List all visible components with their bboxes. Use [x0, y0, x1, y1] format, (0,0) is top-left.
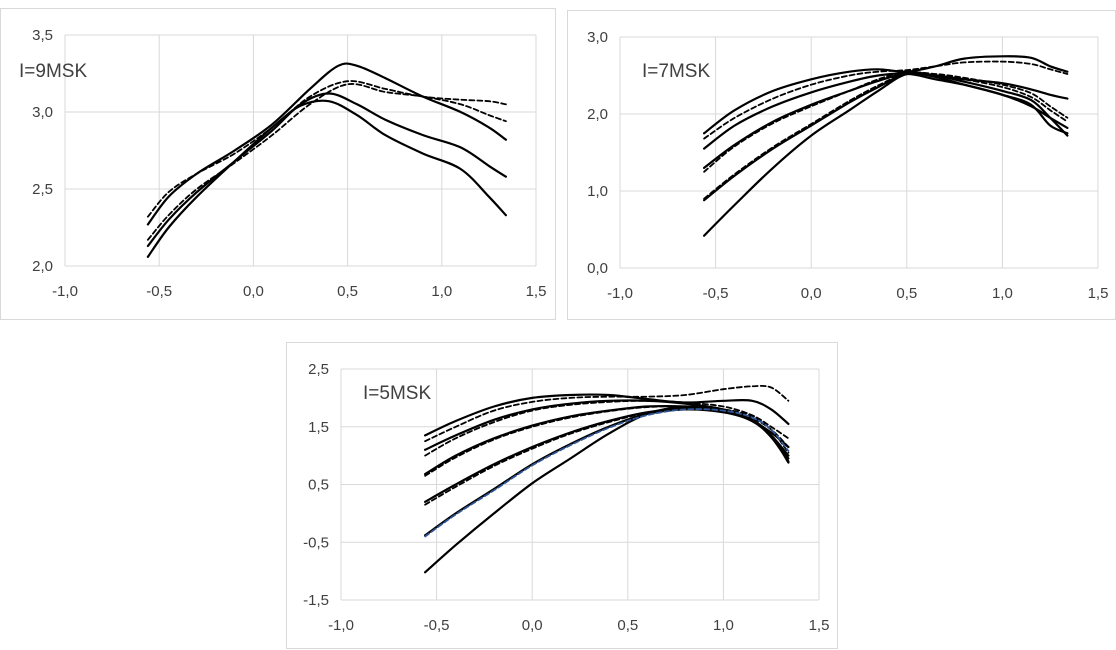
x-tick-label: 0,0	[801, 285, 822, 302]
x-tick-label: 1,5	[526, 283, 547, 300]
x-tick-label: 1,5	[1088, 285, 1109, 302]
series-line	[424, 399, 790, 457]
chart-i7: -1,0 -0,5 0,0 0,5 1,0 1,5 0,0 1,0 2,0 3,0 I=7MSK	[587, 29, 1109, 302]
x-tick-label: -1,0	[328, 617, 354, 634]
series-line	[147, 80, 507, 218]
chart-title: I=5MSK	[363, 383, 431, 404]
chart-panel-i9: -1,0 -0,5 0,0 0,5 1,0 1,5 2,0 2,5 3,0 3,5 I=9MSK	[0, 8, 556, 320]
chart-title: I=9MSK	[19, 61, 87, 82]
x-tick-label: -1,0	[52, 283, 78, 300]
series-line	[146, 92, 507, 248]
series-line	[703, 70, 1069, 173]
x-tick-label: 0,5	[617, 617, 638, 634]
series-line	[703, 72, 1069, 237]
series-line	[424, 407, 790, 506]
y-tick-label: 2,0	[587, 106, 608, 123]
y-tick-label: 0,0	[587, 260, 608, 277]
chart-i9: -1,0 -0,5 0,0 0,5 1,0 1,5 2,0 2,5 3,0 3,5 I=9MSK	[19, 27, 547, 300]
y-tick-label: 3,0	[32, 104, 53, 121]
y-tick-label: 1,0	[587, 183, 608, 200]
series-line	[703, 71, 1069, 200]
x-tick-label: 0,5	[896, 285, 917, 302]
x-tick-label: -0,5	[146, 283, 172, 300]
y-tick-label: 3,5	[32, 27, 53, 44]
series-line	[424, 399, 790, 451]
y-tick-label: 1,5	[308, 419, 329, 436]
y-tick-label: -1,5	[303, 592, 329, 609]
y-tick-label: -0,5	[303, 534, 329, 551]
x-tick-label: 0,0	[522, 617, 543, 634]
series-line	[146, 99, 507, 258]
x-tick-label: 0,5	[337, 283, 358, 300]
x-tick-label: 1,0	[992, 285, 1013, 302]
x-tick-label: -1,0	[607, 285, 633, 302]
y-tick-label: 2,0	[32, 258, 53, 275]
chart-title: I=7MSK	[642, 61, 710, 82]
y-tick-label: 0,5	[308, 477, 329, 494]
chart-panel-i7: -1,0 -0,5 0,0 0,5 1,0 1,5 0,0 1,0 2,0 3,0 I=7MSK	[567, 10, 1116, 320]
series-line	[703, 60, 1069, 140]
x-tick-label: 1,0	[431, 283, 452, 300]
x-tick-label: -0,5	[424, 617, 450, 634]
y-tick-label: 2,5	[32, 181, 53, 198]
series-line	[424, 405, 790, 574]
x-tick-label: 1,0	[713, 617, 734, 634]
chart-panel-i5: -1,0 -0,5 0,0 0,5 1,0 1,5 -1,5 -0,5 0,5 1,5 2,5 I=5…	[286, 342, 838, 649]
y-tick-label: 3,0	[587, 29, 608, 46]
chart-i5: -1,0 -0,5 0,0 0,5 1,0 1,5 -1,5 -0,5 0,5 1,5 2,5 I=5…	[303, 361, 830, 634]
series-line	[424, 384, 790, 443]
x-tick-label: 1,5	[809, 617, 830, 634]
x-tick-label: -0,5	[703, 285, 729, 302]
series-line	[147, 83, 507, 241]
y-tick-label: 2,5	[308, 361, 329, 378]
series-line	[424, 408, 790, 538]
x-tick-label: 0,0	[243, 283, 264, 300]
